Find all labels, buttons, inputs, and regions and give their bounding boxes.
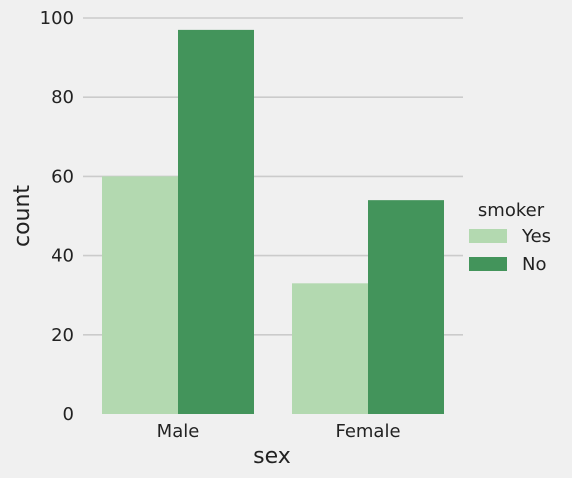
bar-yes-female (292, 283, 368, 414)
y-tick-labels: 0 20 40 60 80 100 (40, 8, 74, 425)
y-tick-label: 100 (40, 8, 74, 29)
x-tick-labels: Male Female (157, 421, 401, 442)
bar-no-female (368, 200, 444, 414)
legend-label: Yes (521, 226, 551, 247)
y-tick-label: 40 (51, 246, 74, 267)
y-tick-label: 80 (51, 87, 74, 108)
legend-items: Yes No (469, 226, 551, 275)
y-tick-label: 0 (63, 404, 74, 425)
x-tick-label: Male (157, 421, 200, 442)
x-tick-label: Female (335, 421, 400, 442)
bar-yes-male (102, 176, 178, 414)
x-axis-label: sex (253, 444, 291, 469)
y-axis-label: count (10, 185, 35, 247)
legend-swatch (469, 229, 507, 243)
y-tick-label: 20 (51, 325, 74, 346)
bar-no-male (178, 29, 254, 414)
y-tick-label: 60 (51, 166, 74, 187)
legend-title: smoker (478, 200, 545, 221)
legend-swatch (469, 257, 507, 271)
bars (102, 29, 444, 414)
legend: smoker Yes No (469, 200, 551, 275)
legend-label: No (522, 254, 546, 275)
